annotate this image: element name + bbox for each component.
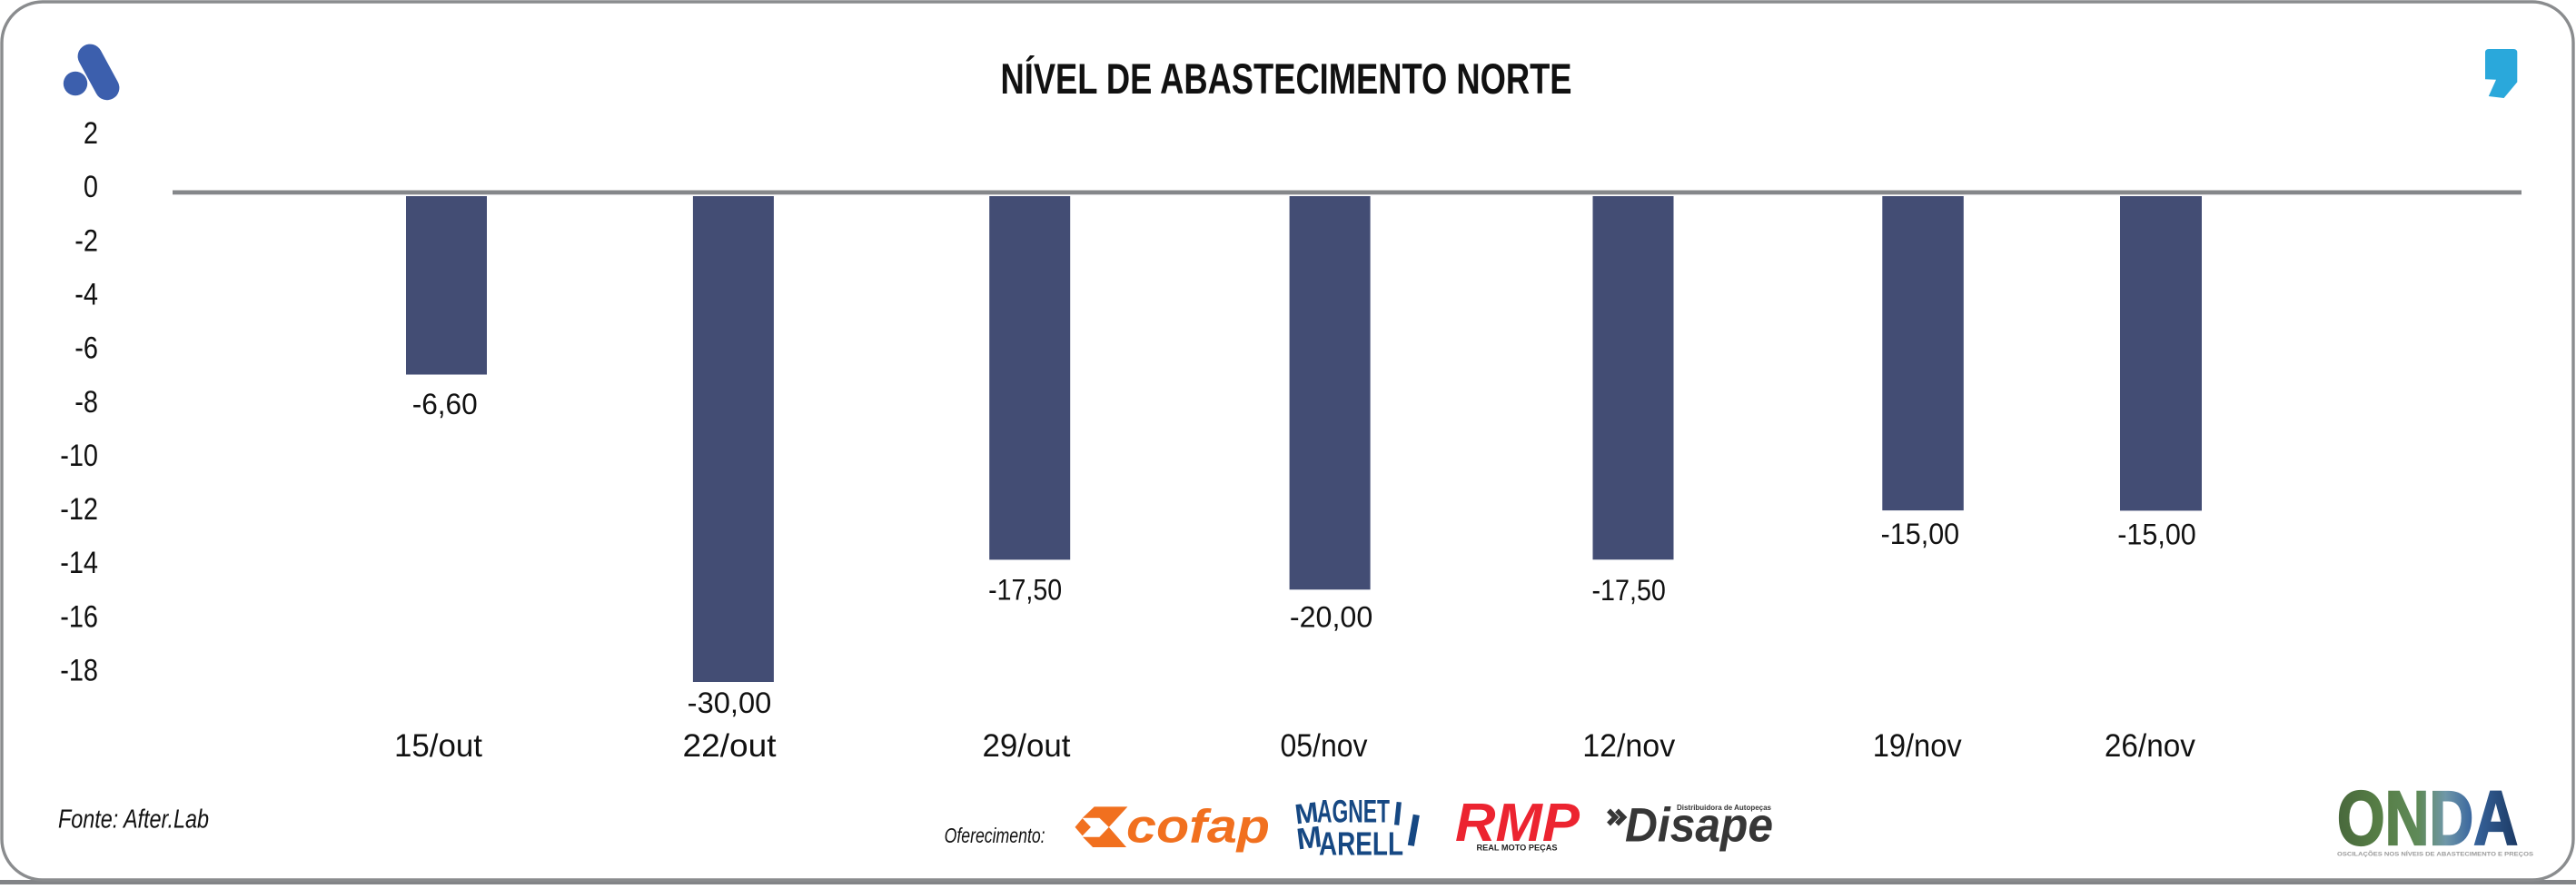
svg-text:-15,00: -15,00 [2117,518,2196,550]
svg-text:ONDA: ONDA [2337,775,2518,861]
svg-text:RMP: RMP [1455,793,1580,853]
svg-text:I: I [1392,795,1405,833]
svg-text:I: I [1403,805,1424,857]
svg-text:-6,60: -6,60 [412,388,478,420]
svg-text:-10: -10 [60,439,98,473]
svg-text:-2: -2 [74,223,98,258]
svg-text:-6: -6 [74,331,98,366]
svg-text:OSCILAÇÕES NOS NÍVEIS DE ABAST: OSCILAÇÕES NOS NÍVEIS DE ABASTECIMENTO E… [2337,850,2534,858]
svg-text:-12: -12 [60,492,98,527]
svg-text:-17,50: -17,50 [988,574,1062,607]
svg-text:-18: -18 [60,654,98,688]
svg-text:22/out: 22/out [683,727,777,764]
svg-text:15/out: 15/out [394,727,482,764]
svg-text:26/nov: 26/nov [2105,727,2195,764]
svg-text:29/out: 29/out [983,727,1071,764]
svg-text:-4: -4 [74,278,98,312]
svg-text:19/nov: 19/nov [1873,727,1962,764]
svg-text:-14: -14 [60,546,98,580]
svg-text:-17,50: -17,50 [1592,574,1666,607]
svg-text:ARELL: ARELL [1319,825,1403,863]
svg-text:Oferecimento:: Oferecimento: [945,824,1045,847]
svg-text:0: 0 [84,170,98,204]
svg-text:-16: -16 [60,599,98,634]
svg-text:-30,00: -30,00 [688,687,772,719]
svg-text:NÍVEL DE ABASTECIMENTO NORTE: NÍVEL DE ABASTECIMENTO NORTE [1001,54,1572,103]
svg-text:M: M [1294,819,1323,855]
svg-text:cofap: cofap [1126,801,1270,854]
svg-text:-8: -8 [74,385,98,420]
svg-text:-15,00: -15,00 [1881,518,1960,550]
svg-text:AGNET: AGNET [1317,795,1390,830]
svg-text:REAL MOTO PEÇAS: REAL MOTO PEÇAS [1477,844,1558,853]
svg-text:-20,00: -20,00 [1290,601,1372,634]
svg-text:2: 2 [84,116,98,151]
svg-text:Distribuidora de Autopeças: Distribuidora de Autopeças [1677,803,1771,812]
svg-text:Disape: Disape [1625,799,1773,853]
svg-text:12/nov: 12/nov [1582,727,1675,764]
svg-text:05/nov: 05/nov [1281,727,1368,764]
svg-text:Fonte: After.Lab: Fonte: After.Lab [58,805,209,835]
svg-text:M: M [1293,796,1321,831]
